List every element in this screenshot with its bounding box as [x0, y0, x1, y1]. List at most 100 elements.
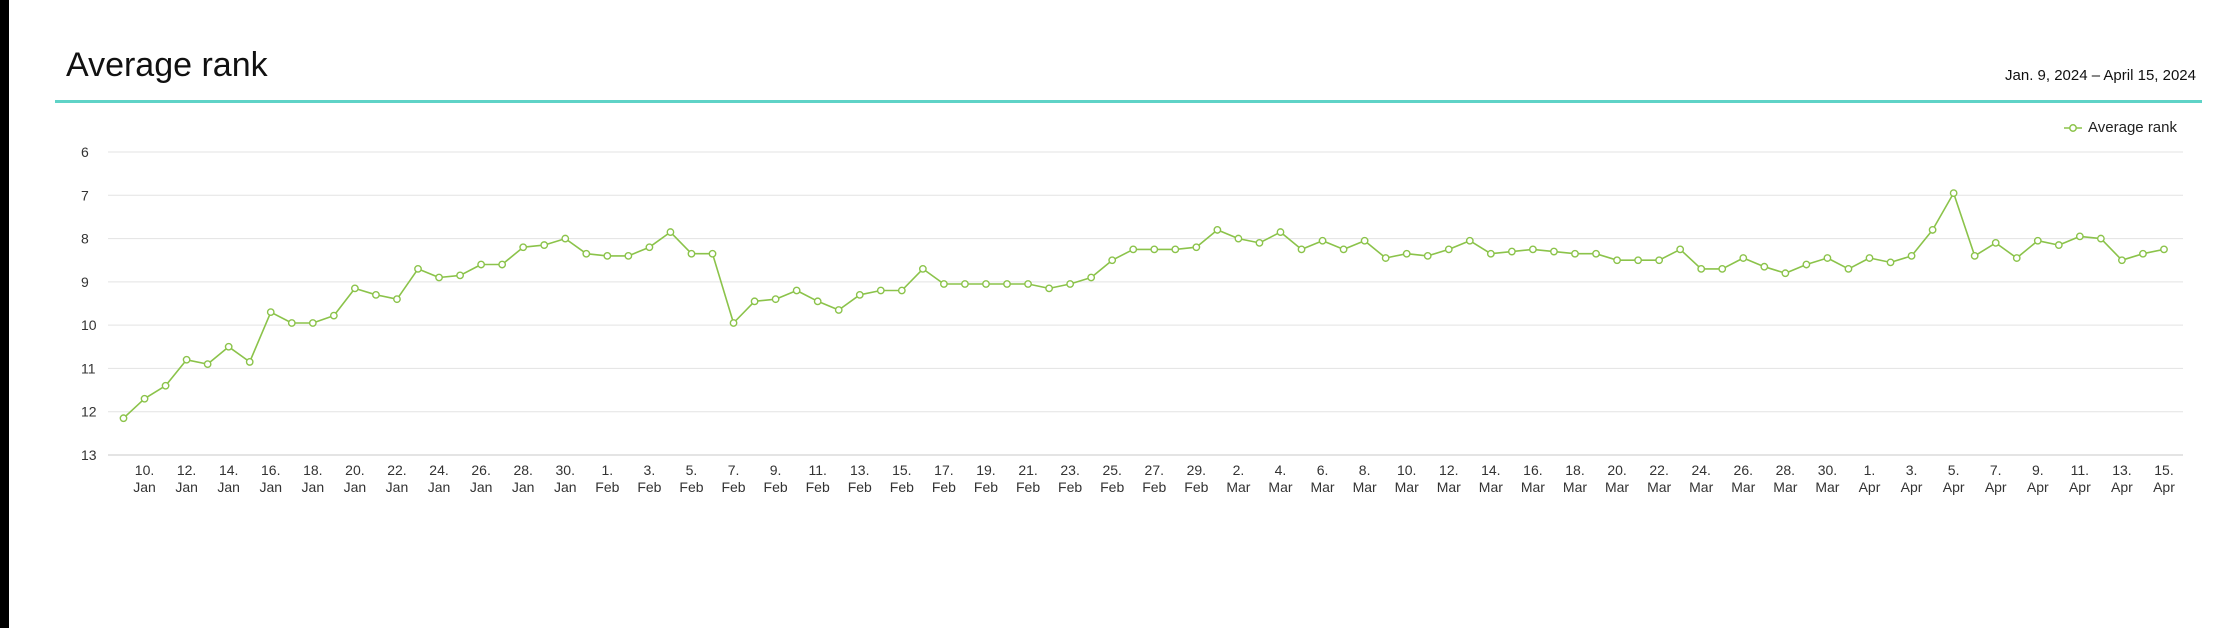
data-point[interactable] [1739, 254, 1748, 262]
data-point[interactable] [940, 280, 948, 288]
data-point[interactable] [119, 414, 128, 423]
data-point[interactable] [1339, 245, 1348, 254]
data-point[interactable] [708, 249, 717, 258]
data-point[interactable] [1655, 256, 1664, 265]
data-point[interactable] [1907, 251, 1916, 260]
data-point[interactable] [1045, 284, 1053, 293]
data-point[interactable] [771, 295, 780, 304]
data-point[interactable] [1970, 251, 1979, 260]
data-point[interactable] [1423, 251, 1432, 260]
data-point[interactable] [1886, 258, 1895, 267]
data-point[interactable] [393, 295, 401, 304]
data-point[interactable] [329, 311, 338, 320]
data-point[interactable] [1276, 228, 1285, 236]
data-point[interactable] [1003, 280, 1011, 288]
data-point[interactable] [2033, 236, 2042, 245]
data-point[interactable] [1150, 245, 1159, 254]
data-point[interactable] [1024, 280, 1032, 288]
data-point[interactable] [834, 306, 843, 314]
data-point[interactable] [1402, 249, 1411, 258]
chart-legend[interactable]: Average rank [2064, 119, 2177, 136]
data-point[interactable] [1444, 245, 1453, 254]
data-point[interactable] [1529, 245, 1537, 254]
data-point[interactable] [1486, 249, 1495, 258]
data-point[interactable] [1844, 264, 1853, 273]
data-point[interactable] [624, 251, 633, 260]
data-point[interactable] [140, 394, 149, 403]
data-point[interactable] [897, 286, 906, 295]
data-point[interactable] [414, 264, 422, 273]
data-point[interactable] [876, 286, 885, 295]
data-point[interactable] [224, 342, 233, 351]
data-point[interactable] [245, 358, 254, 366]
data-point[interactable] [1592, 249, 1600, 258]
data-point[interactable] [2160, 245, 2168, 254]
data-point[interactable] [855, 290, 864, 299]
data-point[interactable] [982, 280, 990, 288]
data-point[interactable] [2012, 254, 2021, 262]
data-point[interactable] [1550, 247, 1558, 256]
data-point[interactable] [161, 381, 170, 390]
data-point[interactable] [603, 251, 612, 260]
data-point[interactable] [519, 243, 528, 252]
data-point[interactable] [1381, 254, 1390, 262]
data-point[interactable] [1360, 236, 1369, 245]
data-point[interactable] [1949, 189, 1958, 198]
data-point[interactable] [1087, 273, 1096, 282]
data-point[interactable] [1697, 264, 1706, 273]
data-point[interactable] [456, 271, 464, 280]
data-point[interactable] [1865, 254, 1874, 262]
data-point[interactable] [1718, 264, 1727, 273]
data-point[interactable] [1192, 243, 1201, 252]
data-point[interactable] [435, 273, 443, 282]
data-point[interactable] [1171, 245, 1180, 254]
data-point[interactable] [372, 290, 380, 299]
data-point[interactable] [266, 308, 275, 317]
data-point[interactable] [750, 297, 759, 306]
data-point[interactable] [1297, 245, 1306, 254]
data-point[interactable] [1781, 269, 1790, 278]
data-point[interactable] [1676, 245, 1685, 254]
data-point[interactable] [1129, 245, 1138, 254]
data-point[interactable] [2139, 249, 2147, 258]
data-point[interactable] [1234, 234, 1243, 243]
data-point[interactable] [918, 264, 927, 273]
data-point[interactable] [1634, 256, 1642, 265]
data-point[interactable] [540, 241, 549, 249]
data-point[interactable] [308, 319, 317, 327]
data-point[interactable] [582, 249, 591, 258]
data-point[interactable] [645, 243, 654, 252]
data-point[interactable] [1928, 226, 1937, 234]
data-point[interactable] [2054, 241, 2063, 249]
data-point[interactable] [1465, 236, 1474, 245]
data-point[interactable] [792, 286, 801, 295]
data-point[interactable] [203, 360, 212, 368]
data-point[interactable] [182, 355, 191, 364]
data-point[interactable] [1991, 238, 2000, 247]
data-point[interactable] [287, 319, 296, 327]
data-point[interactable] [561, 234, 570, 243]
data-point[interactable] [666, 228, 675, 236]
data-point[interactable] [813, 297, 822, 306]
x-tick-label-month: Feb [1058, 479, 1082, 495]
data-point[interactable] [2075, 232, 2084, 241]
data-point[interactable] [1823, 254, 1832, 262]
data-point[interactable] [2118, 256, 2126, 265]
data-point[interactable] [1613, 256, 1621, 265]
data-point[interactable] [1318, 236, 1327, 245]
data-point[interactable] [1507, 247, 1516, 256]
data-point[interactable] [477, 260, 486, 269]
data-point[interactable] [1213, 226, 1222, 234]
data-point[interactable] [498, 260, 507, 269]
data-point[interactable] [1802, 260, 1811, 269]
data-point[interactable] [2096, 234, 2105, 243]
data-point[interactable] [1760, 262, 1769, 271]
data-point[interactable] [687, 249, 696, 258]
data-point[interactable] [1108, 256, 1117, 265]
data-point[interactable] [961, 280, 969, 288]
data-point[interactable] [350, 284, 359, 293]
data-point[interactable] [1066, 280, 1075, 288]
data-point[interactable] [1571, 249, 1579, 258]
data-point[interactable] [729, 319, 738, 327]
data-point[interactable] [1255, 238, 1264, 247]
